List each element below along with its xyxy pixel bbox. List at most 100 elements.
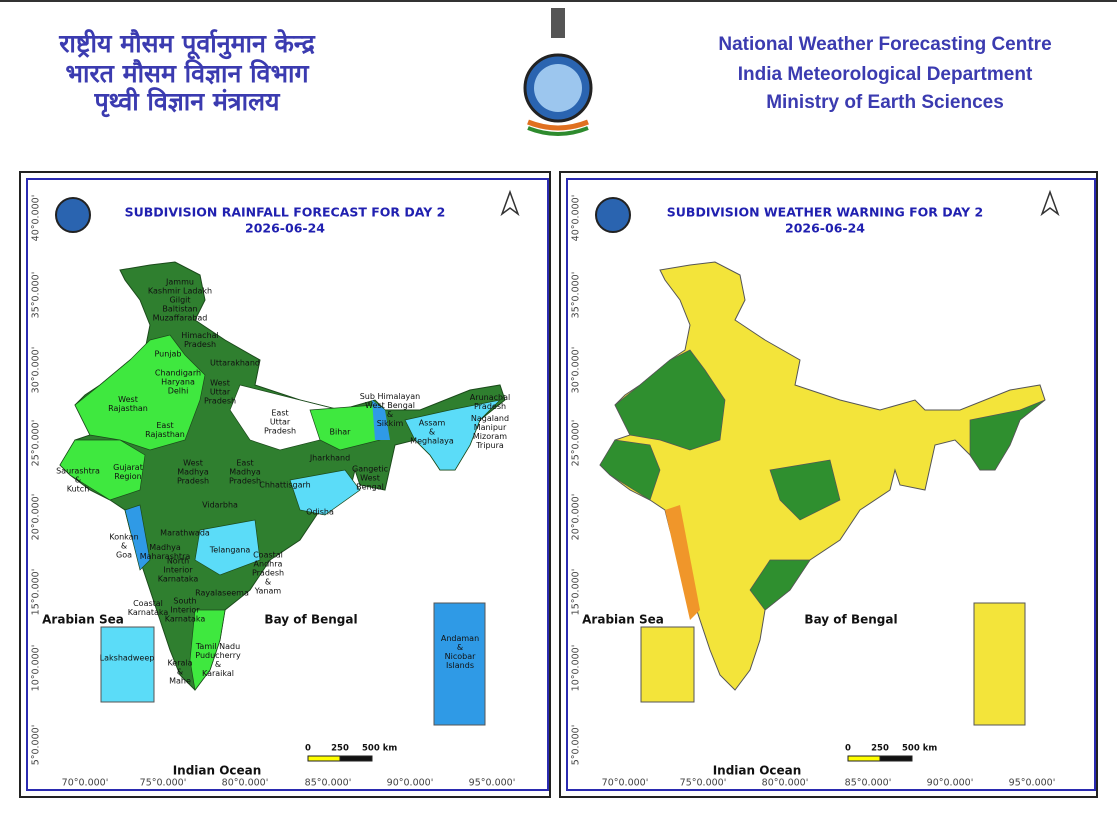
longitude-label: 90°0.000' (927, 778, 974, 789)
region-label: Pradesh (184, 340, 216, 349)
region-label: Meghalaya (410, 437, 454, 446)
warning-panel (559, 171, 1098, 798)
region-label: Tripura (475, 441, 504, 450)
region-label: Chandigarh (155, 369, 201, 378)
region-label: Himachal (181, 331, 219, 340)
longitude-label: 75°0.000' (140, 778, 187, 789)
region-label: Madhya (229, 468, 261, 477)
region-label: Pradesh (264, 427, 296, 436)
scale-label: 250 (871, 744, 889, 754)
region-label: Haryana (161, 378, 195, 387)
region-label: Rajasthan (145, 430, 185, 439)
sea-label: Bay of Bengal (264, 613, 357, 627)
region-label: Bihar (330, 428, 352, 437)
region-label: Kerala (167, 659, 192, 668)
longitude-label: 70°0.000' (602, 778, 649, 789)
scale-label: 0 (845, 744, 851, 754)
region-label: Andaman (441, 634, 479, 643)
region-label: Uttar (270, 418, 291, 427)
region-label: Uttar (210, 388, 231, 397)
region-label: Gangetic (352, 465, 388, 474)
sea-label: Bay of Bengal (804, 613, 897, 627)
region-label: Nicobar (445, 652, 476, 661)
latitude-label: 35°0.000' (571, 272, 582, 319)
longitude-label: 70°0.000' (62, 778, 109, 789)
region-label: Uttarakhand (210, 359, 260, 368)
scale-bar (307, 755, 341, 762)
latitude-label: 40°0.000' (571, 195, 582, 242)
region-label: Coastal (133, 599, 163, 608)
map-title: SUBDIVISION WEATHER WARNING FOR DAY 2 (667, 205, 983, 220)
latitude-label: 5°0.000' (571, 725, 582, 766)
scale-label: 500 km (902, 744, 937, 754)
longitude-label: 85°0.000' (305, 778, 352, 789)
region-label: West (183, 459, 203, 468)
region-label: Gilgit (169, 296, 190, 305)
latitude-label: 15°0.000' (31, 569, 42, 616)
region-label: Rayalaseema (195, 589, 249, 598)
region-label: Odisha (306, 508, 334, 517)
region-label: Kashmir Ladakh (148, 287, 212, 296)
region-label: Delhi (168, 387, 189, 396)
region-label: Coastal (253, 551, 283, 560)
sea-label: Arabian Sea (582, 613, 664, 627)
region-label: East (156, 421, 173, 430)
region-label: Rajasthan (108, 404, 148, 413)
latitude-label: 5°0.000' (31, 725, 42, 766)
region-label: & (387, 410, 393, 419)
latitude-label: 10°0.000' (571, 645, 582, 692)
hindi-heading: भारत मौसम विज्ञान विभाग (65, 59, 309, 88)
longitude-label: 85°0.000' (845, 778, 892, 789)
region-label: & (177, 668, 183, 677)
region-label: Maharashtra (140, 552, 191, 561)
region-label: Konkan (109, 533, 138, 542)
region-label: East (236, 459, 253, 468)
region-label: Saurashtra (56, 467, 100, 476)
latitude-label: 20°0.000' (31, 494, 42, 541)
region-label: Assam (419, 419, 446, 428)
english-heading: India Meteorological Department (738, 64, 1033, 85)
region-label: Puducherry (195, 651, 241, 660)
latitude-label: 20°0.000' (571, 494, 582, 541)
longitude-label: 90°0.000' (387, 778, 434, 789)
region-label: Pradesh (474, 402, 506, 411)
region-label: Telangana (209, 546, 251, 555)
longitude-label: 95°0.000' (469, 778, 516, 789)
latitude-label: 35°0.000' (31, 272, 42, 319)
region-label: Karnataka (128, 608, 169, 617)
longitude-label: 80°0.000' (762, 778, 809, 789)
region-label: West Bengal (365, 401, 415, 410)
region-label: Madhya (149, 543, 181, 552)
region-label: & (215, 660, 221, 669)
region-label: East (271, 409, 288, 418)
scale-label: 250 (331, 744, 349, 754)
scale-bar (879, 755, 913, 762)
scale-label: 0 (305, 744, 311, 754)
region-label: & (457, 643, 463, 652)
region-label: Mahe (169, 677, 191, 686)
region-label: Karnataka (158, 575, 199, 584)
region-label: Pradesh (229, 477, 261, 486)
region-label: Karaikal (202, 669, 234, 678)
region-label: Islands (446, 661, 474, 670)
region-label: Madhya (177, 468, 209, 477)
sea-label: Indian Ocean (713, 764, 802, 778)
region-label: Vidarbha (202, 501, 238, 510)
latitude-label: 30°0.000' (31, 347, 42, 394)
latitude-label: 30°0.000' (571, 347, 582, 394)
english-heading: Ministry of Earth Sciences (766, 92, 1004, 113)
region-label: Andhra (254, 560, 283, 569)
region-label: Chhattisgarh (259, 481, 311, 490)
region-label: & (75, 476, 81, 485)
region-label: Lakshadweep (100, 654, 155, 663)
scale-label: 500 km (362, 744, 397, 754)
latitude-label: 10°0.000' (31, 645, 42, 692)
region-label: Pradesh (252, 569, 284, 578)
region-label: Sikkim (377, 419, 404, 428)
region-label: Pradesh (204, 397, 236, 406)
region-label: Manipur (474, 423, 507, 432)
region-label: & (121, 542, 127, 551)
latitude-label: 25°0.000' (31, 420, 42, 467)
scale-bar (339, 755, 373, 762)
scale-bar (847, 755, 881, 762)
